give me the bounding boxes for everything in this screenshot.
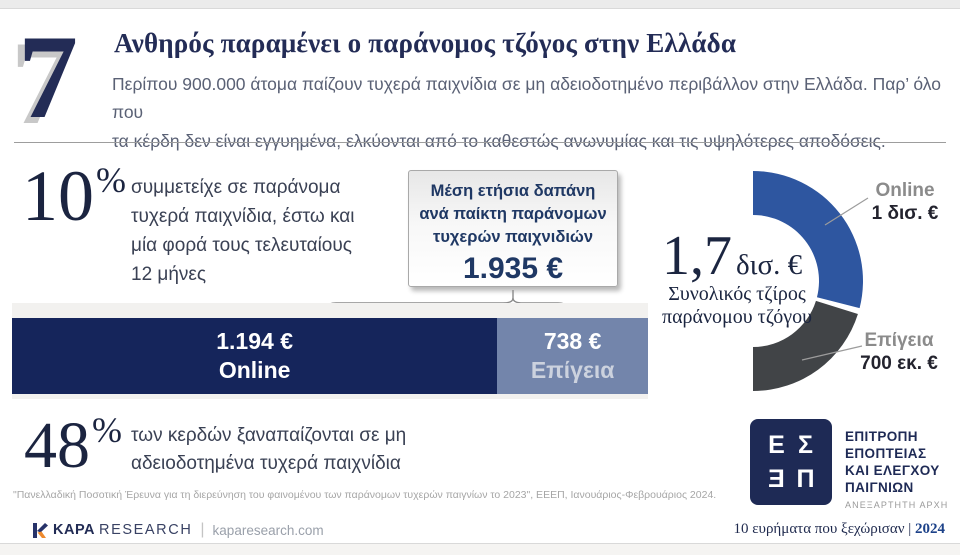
stat-10-number: 10: [22, 156, 94, 236]
footer-separator: |: [200, 521, 205, 538]
donut-label-online: Online 1 δισ. €: [866, 179, 944, 225]
eeep-logo-text: ΕΠΙΤΡΟΠΗ ΕΠΟΠΤΕΙΑΣ ΚΑΙ ΕΛΕΓΧΟΥ ΠΑΙΓΝΙΩΝ …: [845, 428, 948, 510]
spend-stacked-bar: 1.194 € Online 738 € Επίγεια: [12, 318, 648, 394]
kapa-research-brand: KAPA RESEARCH | kaparesearch.com: [33, 520, 324, 540]
donut-total-unit: δισ. €: [736, 249, 803, 281]
page-subtitle: Περίπου 900.000 άτομα παίζουν τυχερά παι…: [112, 70, 960, 155]
percent-sign: %: [96, 160, 126, 200]
stat-10-line: συμμετείχε σε παράνομα: [131, 177, 341, 198]
bar-online-label: Online: [218, 357, 291, 383]
footer-edition-year: 2024: [915, 521, 945, 537]
donut-total-value: 1,7: [662, 225, 732, 287]
donut-label-epigeia: Επίγεια 700 εκ. €: [860, 329, 938, 375]
top-frame-strip: [0, 0, 960, 9]
eeep-text-line: ΕΠΙΤΡΟΠΗ: [845, 429, 918, 444]
callout-line: Μέση ετήσια δαπάνη: [430, 182, 596, 200]
eeep-text-line: ΚΑΙ ΕΛΕΓΧΟΥ: [845, 463, 940, 478]
leader-line-epigeia: [801, 345, 863, 361]
bottom-divider: [0, 543, 960, 544]
eeep-logo: Ε Σ Ε Π: [750, 419, 832, 505]
leader-line-online: [824, 197, 869, 226]
bar-segment-epigeia: 738 € Επίγεια: [497, 318, 648, 394]
stat-10-line: μία φορά τους τελευταίους: [131, 235, 352, 256]
average-spend-callout: Μέση ετήσια δαπάνη ανά παίκτη παράνομων …: [408, 170, 618, 287]
stat-10-description: συμμετείχε σε παράνομα τυχερά παιχνίδια,…: [131, 173, 355, 289]
stat-48-percent: 48%: [24, 412, 122, 479]
page-title: Ανθηρός παραμένει ο παράνομος τζόγος στη…: [114, 28, 737, 58]
bar-segment-online: 1.194 € Online: [12, 318, 498, 394]
donut-epigeia-value: 700 εκ. €: [860, 353, 938, 374]
footer-edition-text: 10 ευρήματα που ξεχώρισαν |: [733, 521, 915, 537]
bar-chart-background: 1.194 € Online 738 € Επίγεια: [12, 303, 648, 399]
bar-epigeia-label: Επίγεια: [530, 357, 615, 383]
eeep-letter: Π: [796, 464, 815, 493]
donut-caption-line: Συνολικός τζίρος: [668, 283, 806, 305]
donut-epigeia-name: Επίγεια: [864, 330, 934, 351]
footer-edition: 10 ευρήματα που ξεχώρισαν | 2024: [733, 521, 945, 538]
slide-number: 7: [18, 10, 78, 143]
kapa-website: kaparesearch.com: [212, 522, 324, 538]
bar-epigeia-value: 738 €: [543, 328, 602, 355]
eeep-text-line: ΕΠΟΠΤΕΙΑΣ: [845, 446, 927, 461]
stat-10-percent: 10%: [22, 160, 126, 232]
donut-segment-online: [753, 171, 863, 309]
kapa-k-icon: [33, 522, 48, 538]
donut-segment-επίγεια: [753, 300, 858, 391]
callout-value: 1.935 €: [462, 252, 564, 285]
eeep-letter: Σ: [797, 430, 813, 459]
stat-48-number: 48: [24, 409, 90, 482]
turnover-donut-chart: [753, 171, 869, 391]
callout-line: ανά παίκτη παράνομων: [419, 205, 607, 223]
donut-caption-line: παράνομου τζόγου: [661, 306, 813, 328]
subtitle-line-1: Περίπου 900.000 άτομα παίζουν τυχερά παι…: [112, 74, 942, 123]
kapa-brand-bold: KAPA: [53, 522, 96, 538]
stat-48-line: των κερδών ξαναπαίζονται σε μη: [131, 425, 407, 446]
donut-online-value: 1 δισ. €: [871, 203, 939, 224]
eeep-letter: Ε: [768, 430, 785, 459]
stat-48-description: των κερδών ξαναπαίζονται σε μη αδειοδοτη…: [131, 422, 406, 478]
eeep-text-strong: ΠΑΙΓΝΙΩΝ: [845, 480, 914, 495]
callout-line: τυχερών παιχνιδιών: [432, 228, 594, 246]
donut-online-name: Online: [875, 180, 935, 201]
bar-online-value: 1.194 €: [216, 328, 293, 355]
source-footnote: "Πανελλαδική Ποσοτική Έρευνα για τη διερ…: [13, 489, 717, 501]
kapa-brand-light: RESEARCH: [99, 522, 193, 538]
donut-total: 1,7 δισ. €: [662, 228, 802, 284]
donut-caption: Συνολικός τζίρος παράνομου τζόγου: [648, 283, 826, 329]
subtitle-line-2: τα κέρδη δεν είναι εγγυημένα, ελκύονται …: [112, 130, 886, 151]
header-divider: [14, 142, 946, 143]
stat-10-line: τυχερά παιχνίδια, έστω και: [131, 206, 355, 227]
bottom-frame-strip: [0, 544, 960, 555]
eeep-letter: Ε: [768, 464, 785, 493]
stat-48-line: αδειοδοτημένα τυχερά παιχνίδια: [131, 453, 401, 474]
stat-10-line: 12 μήνες: [131, 264, 207, 285]
eeep-tagline: ΑΝΕΞΑΡΤΗΤΗ ΑΡΧΗ: [845, 500, 949, 510]
percent-sign: %: [92, 410, 122, 450]
